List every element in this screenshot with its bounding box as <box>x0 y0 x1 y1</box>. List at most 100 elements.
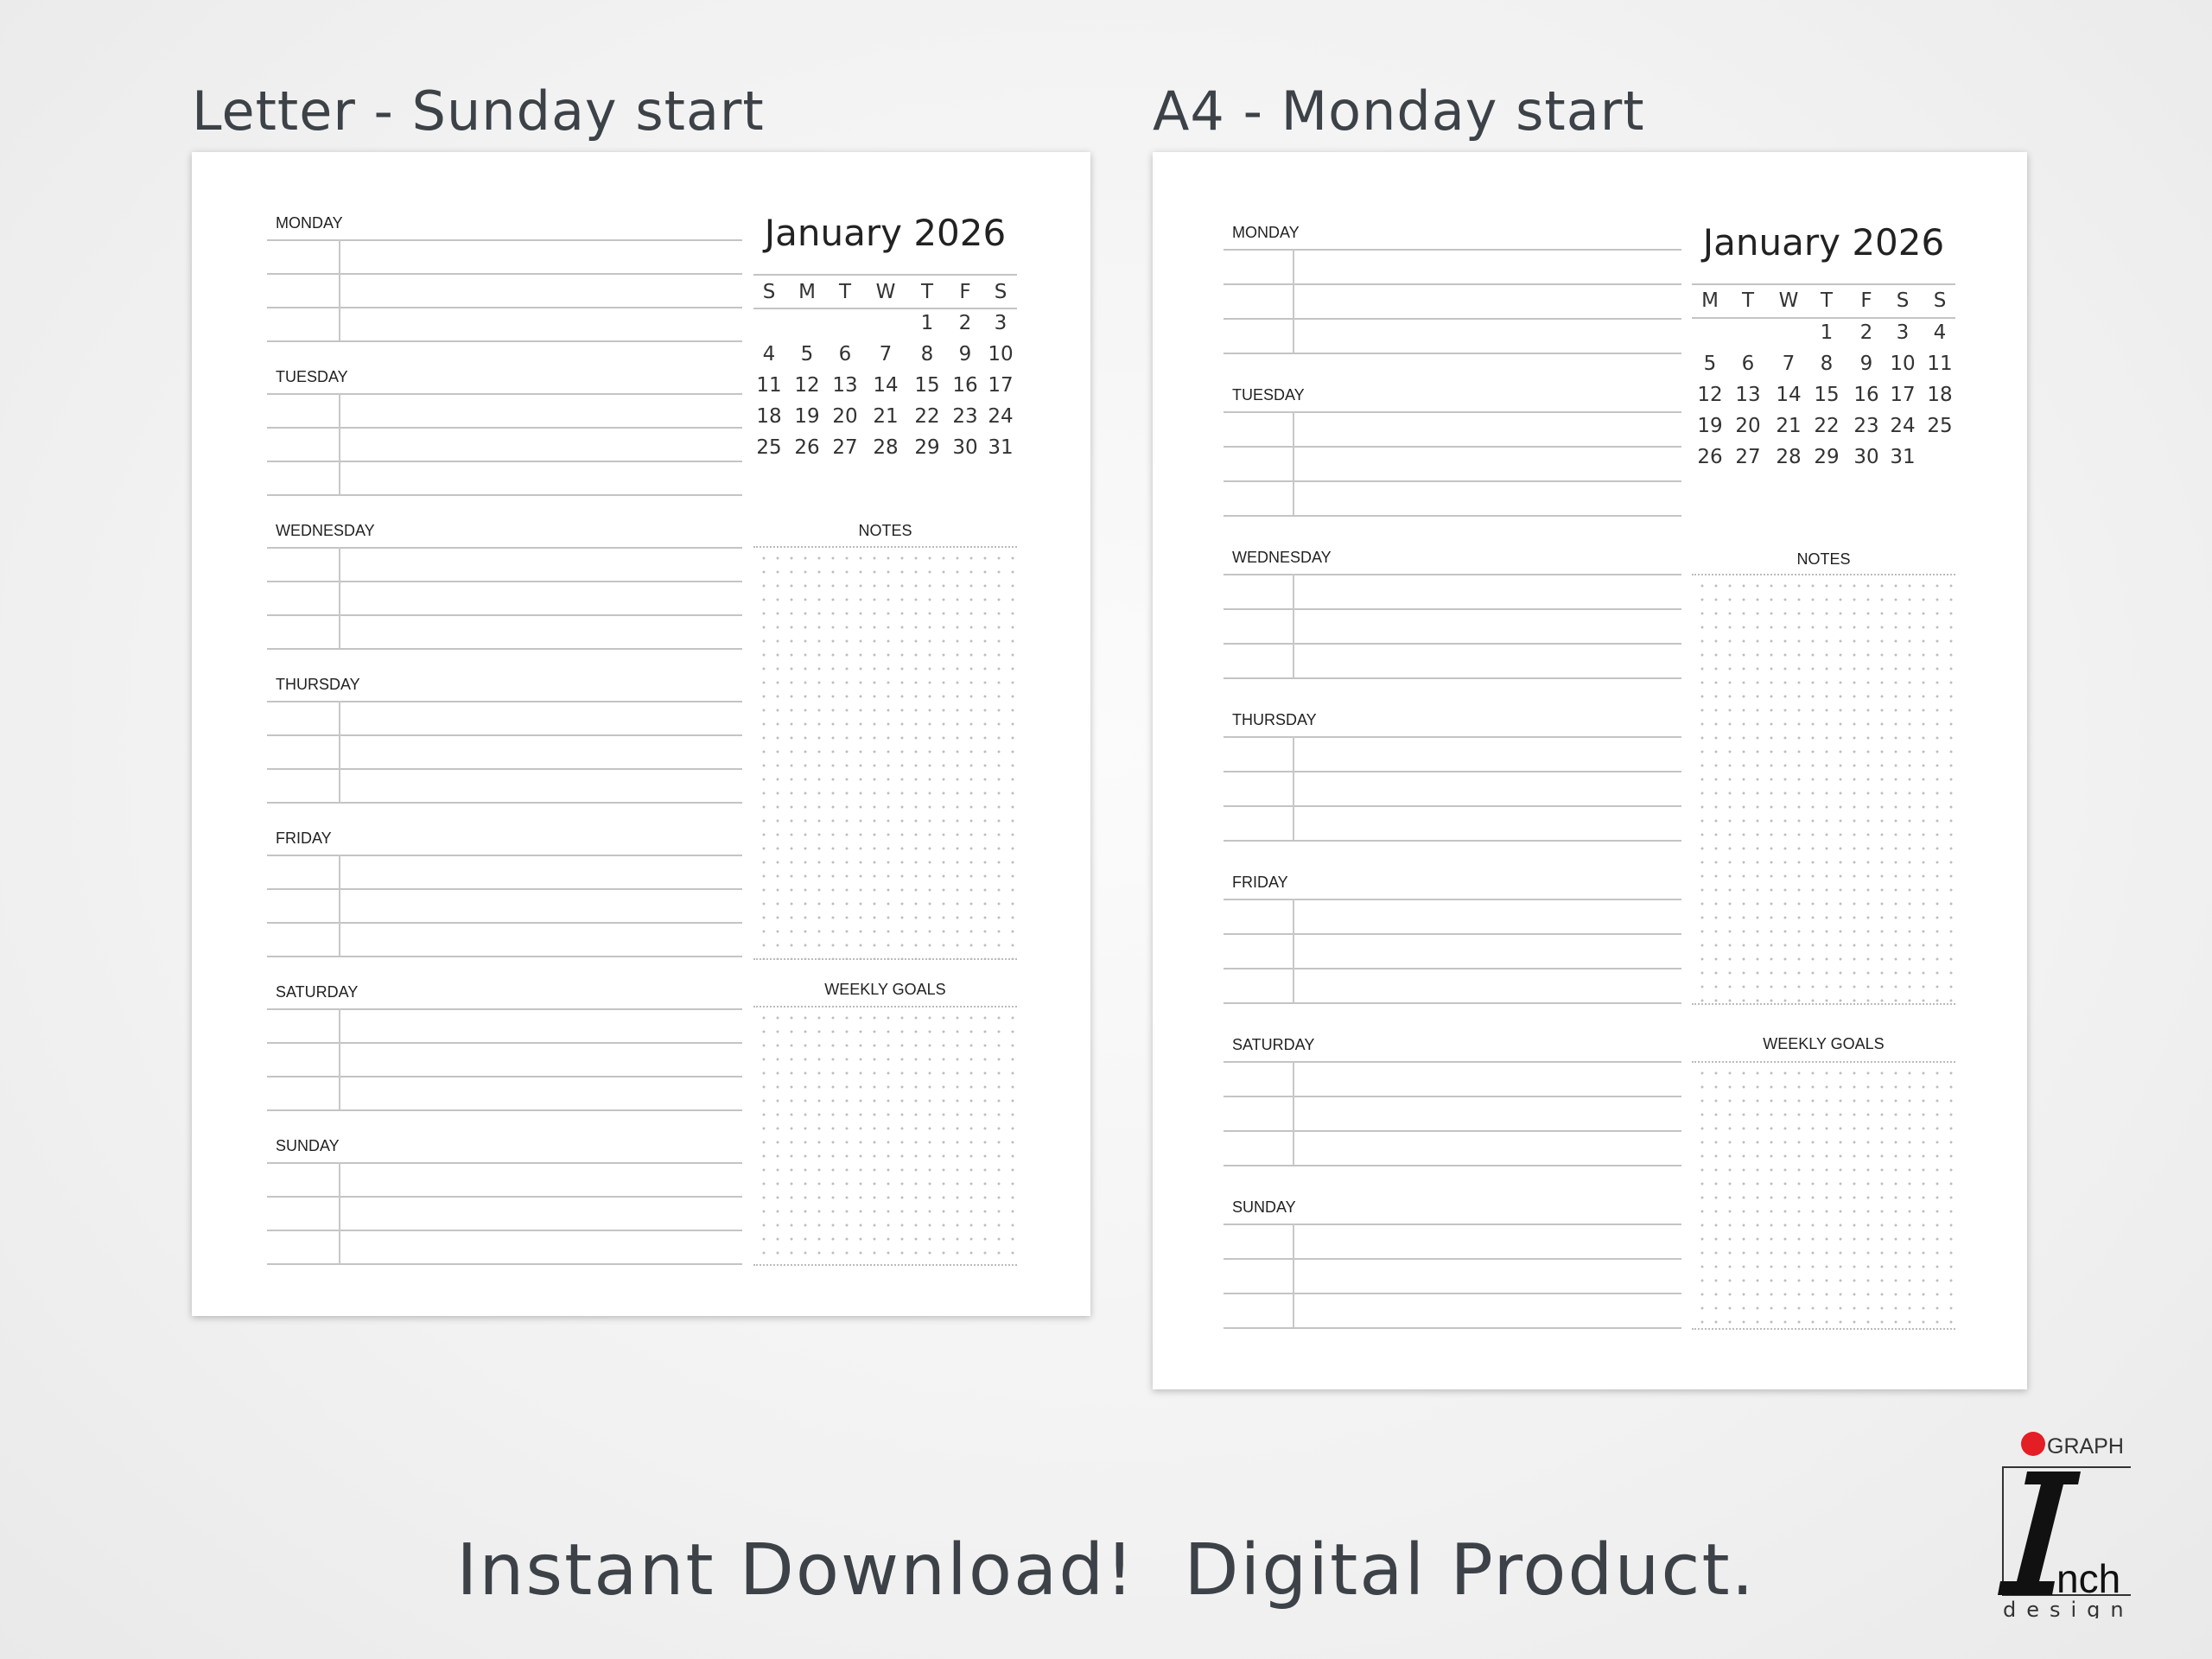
weekday-header: W <box>875 281 896 303</box>
day-rule <box>1224 411 1681 413</box>
day-rule <box>267 239 742 241</box>
time-column-divider <box>339 547 340 648</box>
day-rule <box>1224 1293 1681 1294</box>
calendar-day: 14 <box>1776 384 1802 406</box>
weekday-header: S <box>1896 289 1910 312</box>
day-rule <box>267 802 742 804</box>
calendar-day: 11 <box>1927 353 1953 375</box>
calendar-rule <box>1692 317 1955 319</box>
day-rule <box>267 734 742 736</box>
calendar-day: 24 <box>1890 415 1916 437</box>
day-rule <box>267 461 742 462</box>
day-rule <box>1224 840 1681 842</box>
weekly-goals-dot-grid <box>753 1006 1017 1266</box>
calendar-day: 23 <box>952 405 978 428</box>
weekly-goals-label: WEEKLY GOALS <box>1763 1035 1885 1052</box>
day-rule <box>267 1196 742 1198</box>
calendar-day: 12 <box>794 374 820 397</box>
weekday-header: T <box>838 281 852 303</box>
calendar-day: 5 <box>1703 353 1717 375</box>
day-label-monday: MONDAY <box>276 214 343 232</box>
logo-design-text: design <box>2003 1598 2131 1618</box>
day-label-saturday: SATURDAY <box>276 983 359 1001</box>
day-rule <box>267 1230 742 1231</box>
calendar-day: 25 <box>1927 415 1953 437</box>
notes-dot-grid <box>1692 574 1955 1005</box>
day-rule <box>1224 446 1681 448</box>
day-rule <box>267 614 742 616</box>
calendar-day: 14 <box>873 374 899 397</box>
calendar-day: 29 <box>1814 446 1840 468</box>
day-rule <box>1224 1130 1681 1132</box>
time-column-divider <box>339 1162 340 1263</box>
footer-tagline: Instant Download! Digital Product. <box>456 1529 1756 1611</box>
day-rule <box>267 1042 742 1044</box>
day-label-wednesday: WEDNESDAY <box>1232 549 1332 566</box>
calendar-day: 9 <box>958 343 972 365</box>
day-rule <box>1224 283 1681 285</box>
day-rule <box>267 307 742 308</box>
time-column-divider <box>1293 736 1294 840</box>
calendar-day: 23 <box>1853 415 1879 437</box>
calendar-day: 4 <box>762 343 776 365</box>
day-label-saturday: SATURDAY <box>1232 1036 1315 1053</box>
day-rule <box>1224 968 1681 969</box>
calendar-day: 8 <box>1820 353 1834 375</box>
day-rule <box>1224 1061 1681 1063</box>
calendar-day: 27 <box>1735 446 1761 468</box>
notes-label: NOTES <box>1796 550 1851 568</box>
day-label-monday: MONDAY <box>1232 224 1300 241</box>
weekday-header: M <box>1701 289 1719 312</box>
weekday-header: F <box>959 281 971 303</box>
day-rule <box>1224 1165 1681 1166</box>
calendar-day: 7 <box>1782 353 1796 375</box>
calendar-day: 18 <box>1927 384 1953 406</box>
day-label-friday: FRIDAY <box>1232 874 1288 891</box>
letter-heading: Letter - Sunday start <box>192 79 765 143</box>
calendar-day: 13 <box>832 374 858 397</box>
calendar-day: 26 <box>1697 446 1723 468</box>
calendar-rule <box>753 308 1017 309</box>
calendar-day: 7 <box>879 343 893 365</box>
calendar-rule <box>753 274 1017 276</box>
calendar-day: 12 <box>1697 384 1723 406</box>
calendar-day: 1 <box>920 312 934 334</box>
calendar-day: 24 <box>988 405 1014 428</box>
calendar-day: 9 <box>1859 353 1873 375</box>
calendar-day: 19 <box>794 405 820 428</box>
day-rule <box>267 494 742 496</box>
calendar-day: 20 <box>1735 415 1761 437</box>
calendar-day: 2 <box>958 312 972 334</box>
day-label-wednesday: WEDNESDAY <box>276 522 375 539</box>
time-column-divider <box>1293 1061 1294 1165</box>
calendar-rule <box>1692 283 1955 285</box>
calendar-day: 31 <box>988 436 1014 459</box>
calendar-day: 13 <box>1735 384 1761 406</box>
day-rule <box>1224 480 1681 482</box>
calendar-day: 6 <box>838 343 852 365</box>
calendar-day: 30 <box>1853 446 1879 468</box>
day-rule <box>267 393 742 395</box>
day-rule <box>267 701 742 702</box>
day-rule <box>1224 933 1681 935</box>
calendar-day: 21 <box>873 405 899 428</box>
day-rule <box>1224 515 1681 517</box>
weekday-header: T <box>1820 289 1834 312</box>
time-column-divider <box>1293 1224 1294 1327</box>
time-column-divider <box>1293 249 1294 353</box>
day-rule <box>1224 1096 1681 1097</box>
day-rule <box>267 956 742 957</box>
day-rule <box>1224 1327 1681 1329</box>
calendar-day: 10 <box>988 343 1014 365</box>
day-rule <box>267 340 742 342</box>
day-rule <box>267 922 742 924</box>
graph-inch-design-logo: GRAPH nch design <box>1998 1432 2131 1618</box>
weekday-header: S <box>1933 289 1947 312</box>
weekday-header: M <box>798 281 816 303</box>
day-rule <box>1224 677 1681 679</box>
calendar-day: 26 <box>794 436 820 459</box>
weekday-header: T <box>1741 289 1755 312</box>
calendar-day: 19 <box>1697 415 1723 437</box>
calendar-day: 10 <box>1890 353 1916 375</box>
weekday-header: T <box>920 281 934 303</box>
